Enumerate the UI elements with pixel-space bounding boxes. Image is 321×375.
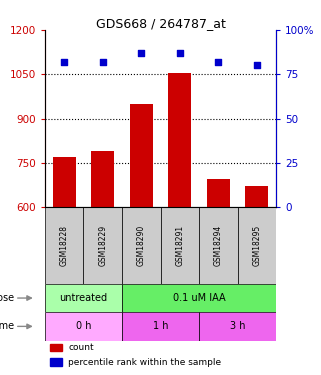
Point	[216, 59, 221, 65]
Text: GSM18229: GSM18229	[98, 225, 107, 266]
Bar	[199, 312, 276, 340]
Text: 3 h: 3 h	[230, 321, 245, 332]
Bar	[49, 344, 62, 351]
Point	[62, 59, 67, 65]
Text: GSM18228: GSM18228	[60, 225, 69, 266]
Bar	[122, 312, 199, 340]
Text: GSM18291: GSM18291	[175, 225, 184, 266]
Point	[100, 59, 105, 65]
Point	[254, 62, 259, 68]
Text: dose: dose	[0, 293, 15, 303]
Bar	[49, 358, 62, 366]
Text: 1 h: 1 h	[153, 321, 168, 332]
Bar	[122, 284, 276, 312]
Bar	[238, 207, 276, 284]
Text: GSM18290: GSM18290	[137, 225, 146, 266]
Bar	[207, 179, 230, 207]
Bar	[168, 73, 191, 207]
Bar	[245, 186, 268, 207]
Bar	[45, 312, 122, 340]
Point	[177, 50, 182, 56]
Bar	[45, 207, 83, 284]
Text: percentile rank within the sample: percentile rank within the sample	[68, 357, 221, 366]
Point	[139, 50, 144, 56]
Text: GDS668 / 264787_at: GDS668 / 264787_at	[96, 17, 225, 30]
Text: time: time	[0, 321, 15, 332]
Bar	[45, 284, 122, 312]
Bar	[130, 104, 153, 207]
Text: 0 h: 0 h	[76, 321, 91, 332]
Bar	[122, 207, 160, 284]
Bar	[199, 207, 238, 284]
Bar	[91, 151, 114, 207]
Bar	[83, 207, 122, 284]
Text: GSM18295: GSM18295	[252, 225, 261, 266]
Bar	[160, 207, 199, 284]
Bar	[53, 157, 76, 207]
Text: GSM18294: GSM18294	[214, 225, 223, 266]
Text: untreated: untreated	[59, 293, 108, 303]
Text: count: count	[68, 343, 94, 352]
Text: 0.1 uM IAA: 0.1 uM IAA	[173, 293, 225, 303]
